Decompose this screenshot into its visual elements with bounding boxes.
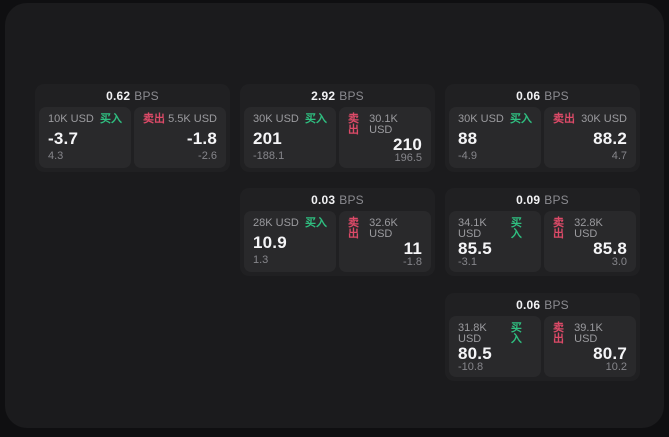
sell-sub-value: 10.2 — [605, 361, 627, 373]
quote-card-6: 0.06 BPS 31.8K USD 买入 80.5 -10.8 卖出 39.1… — [445, 293, 640, 381]
buy-tag: 买入 — [510, 113, 532, 125]
quote-card-3: 0.06 BPS 30K USD 买入 88 -4.9 卖出 30K USD 8… — [445, 84, 640, 172]
buy-main-value: 80.5 — [458, 344, 492, 363]
card-body: 34.1K USD 买入 85.5 -3.1 卖出 32.8K USD 85.8… — [445, 211, 640, 272]
sell-quote-tile[interactable]: 卖出 32.8K USD 85.8 3.0 — [544, 211, 636, 272]
sell-notional: 30K USD — [581, 113, 627, 125]
sell-notional: 5.5K USD — [168, 113, 217, 125]
buy-quote-tile[interactable]: 30K USD 买入 201 -188.1 — [244, 107, 336, 168]
buy-tag: 买入 — [510, 322, 522, 345]
card-header: 0.03 BPS — [240, 188, 435, 211]
sell-notional: 30.1K USD — [369, 113, 398, 136]
buy-notional: 31.8K USD — [458, 322, 487, 345]
buy-notional: 30K USD — [458, 113, 504, 125]
bps-unit-label: BPS — [544, 88, 569, 103]
buy-tag: 买入 — [305, 217, 327, 229]
sell-main-value: 210 — [393, 135, 422, 154]
sell-main-value: 11 — [403, 239, 422, 258]
sell-quote-tile[interactable]: 卖出 32.6K USD 11 -1.8 — [339, 211, 431, 272]
bps-value: 2.92 — [311, 88, 336, 103]
buy-quote-tile[interactable]: 31.8K USD 买入 80.5 -10.8 — [449, 316, 541, 377]
card-body: 28K USD 买入 10.9 1.3 卖出 32.6K USD 11 -1.8 — [240, 211, 435, 272]
sell-notional: 39.1K USD — [574, 322, 603, 345]
buy-main-value: -3.7 — [48, 128, 79, 148]
quote-card-5: 0.09 BPS 34.1K USD 买入 85.5 -3.1 卖出 32.8K… — [445, 188, 640, 276]
sell-main-value: 88.2 — [593, 128, 627, 148]
sell-tag: 卖出 — [143, 113, 165, 125]
card-header: 0.06 BPS — [445, 293, 640, 316]
sell-main-value: -1.8 — [186, 128, 217, 148]
buy-main-value: 88 — [458, 128, 478, 148]
card-body: 30K USD 买入 88 -4.9 卖出 30K USD 88.2 4.7 — [445, 107, 640, 168]
buy-quote-tile[interactable]: 28K USD 买入 10.9 1.3 — [244, 211, 336, 272]
quote-card-4: 0.03 BPS 28K USD 买入 10.9 1.3 卖出 32.6K US… — [240, 188, 435, 276]
bps-unit-label: BPS — [544, 192, 569, 207]
bps-unit-label: BPS — [339, 88, 364, 103]
buy-notional: 10K USD — [48, 113, 94, 125]
buy-sub-value: -10.8 — [458, 361, 484, 373]
card-header: 0.09 BPS — [445, 188, 640, 211]
card-header: 2.92 BPS — [240, 84, 435, 107]
sell-sub-value: 4.7 — [611, 150, 627, 162]
buy-sub-value: -3.1 — [458, 256, 477, 268]
card-header: 0.62 BPS — [35, 84, 230, 107]
sell-quote-tile[interactable]: 卖出 30.1K USD 210 196.5 — [339, 107, 431, 168]
card-header: 0.06 BPS — [445, 84, 640, 107]
sell-quote-tile[interactable]: 卖出 5.5K USD -1.8 -2.6 — [134, 107, 226, 168]
bps-value: 0.06 — [516, 88, 541, 103]
sell-tag: 卖出 — [348, 217, 359, 240]
sell-sub-value: 3.0 — [611, 256, 627, 268]
buy-notional: 30K USD — [253, 113, 299, 125]
buy-quote-tile[interactable]: 30K USD 买入 88 -4.9 — [449, 107, 541, 168]
buy-tag: 买入 — [305, 113, 327, 125]
buy-tag: 买入 — [100, 113, 122, 125]
buy-main-value: 10.9 — [253, 232, 287, 252]
buy-notional: 34.1K USD — [458, 217, 487, 240]
buy-main-value: 85.5 — [458, 239, 492, 258]
buy-sub-value: -4.9 — [458, 150, 477, 162]
buy-sub-value: -188.1 — [253, 150, 285, 162]
sell-main-value: 80.7 — [593, 344, 627, 363]
bps-value: 0.06 — [516, 297, 541, 312]
bps-value: 0.09 — [516, 192, 541, 207]
sell-sub-value: 196.5 — [394, 152, 422, 164]
bps-value: 0.62 — [106, 88, 131, 103]
card-body: 10K USD 买入 -3.7 4.3 卖出 5.5K USD -1.8 -2.… — [35, 107, 230, 168]
buy-tag: 买入 — [510, 217, 522, 240]
sell-notional: 32.6K USD — [369, 217, 398, 240]
buy-notional: 28K USD — [253, 217, 299, 229]
bps-unit-label: BPS — [544, 297, 569, 312]
bps-unit-label: BPS — [339, 192, 364, 207]
buy-sub-value: 4.3 — [48, 150, 64, 162]
card-body: 31.8K USD 买入 80.5 -10.8 卖出 39.1K USD 80.… — [445, 316, 640, 377]
quote-card-1: 0.62 BPS 10K USD 买入 -3.7 4.3 卖出 5.5K USD… — [35, 84, 230, 172]
quote-card-2: 2.92 BPS 30K USD 买入 201 -188.1 卖出 30.1K … — [240, 84, 435, 172]
bps-value: 0.03 — [311, 192, 336, 207]
card-body: 30K USD 买入 201 -188.1 卖出 30.1K USD 210 1… — [240, 107, 435, 168]
sell-quote-tile[interactable]: 卖出 30K USD 88.2 4.7 — [544, 107, 636, 168]
sell-sub-value: -1.8 — [403, 256, 422, 268]
buy-quote-tile[interactable]: 34.1K USD 买入 85.5 -3.1 — [449, 211, 541, 272]
sell-tag: 卖出 — [553, 217, 564, 240]
sell-tag: 卖出 — [553, 322, 564, 345]
buy-quote-tile[interactable]: 10K USD 买入 -3.7 4.3 — [39, 107, 131, 168]
sell-sub-value: -2.6 — [198, 150, 217, 162]
sell-notional: 32.8K USD — [574, 217, 603, 240]
buy-sub-value: 1.3 — [253, 254, 269, 266]
sell-main-value: 85.8 — [593, 239, 627, 258]
bps-unit-label: BPS — [134, 88, 159, 103]
buy-main-value: 201 — [253, 128, 282, 148]
sell-tag: 卖出 — [348, 113, 359, 136]
sell-quote-tile[interactable]: 卖出 39.1K USD 80.7 10.2 — [544, 316, 636, 377]
sell-tag: 卖出 — [553, 113, 575, 125]
